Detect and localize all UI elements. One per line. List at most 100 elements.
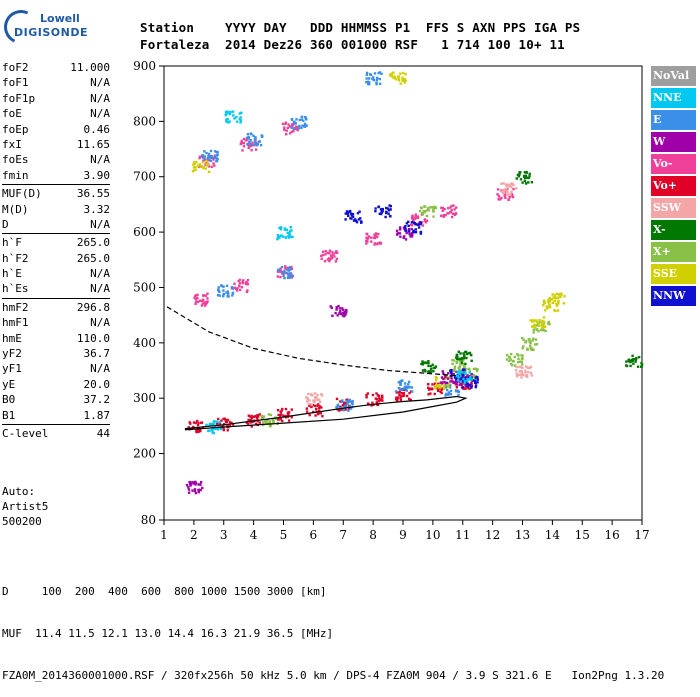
echo-point (449, 386, 452, 389)
echo-point (401, 71, 405, 75)
echo-point (202, 166, 205, 170)
echo-point (201, 426, 204, 429)
echo-point (537, 330, 540, 333)
echo-point (220, 419, 223, 422)
echo-point (444, 375, 447, 379)
echo-point (202, 156, 206, 160)
echo-point (453, 208, 456, 211)
echo-point (328, 252, 331, 255)
echo-point (408, 391, 411, 395)
echo-point (420, 221, 424, 224)
echo-point (222, 289, 225, 292)
echo-point (461, 382, 465, 385)
x-tick-label: 17 (634, 528, 649, 542)
echo-point (290, 229, 293, 232)
echo-point (427, 386, 430, 389)
echo-point (286, 268, 289, 272)
echo-point (519, 178, 523, 181)
echo-point (456, 360, 459, 363)
echo-point (212, 162, 215, 165)
x-tick-label: 5 (280, 528, 288, 542)
echo-point (209, 159, 213, 162)
echo-point (246, 133, 250, 136)
echo-point (291, 123, 295, 126)
echo-point (458, 357, 461, 361)
echo-point (450, 371, 453, 375)
echo-point (533, 325, 536, 329)
param-separator (2, 233, 110, 235)
echo-point (377, 205, 380, 209)
echo-point (260, 134, 263, 137)
echo-point (402, 392, 405, 395)
echo-point (441, 370, 444, 373)
echo-point (295, 118, 298, 121)
echo-point (439, 384, 442, 388)
echo-point (452, 204, 455, 207)
echo-point (286, 231, 289, 234)
echo-point (503, 194, 506, 197)
echo-point (506, 353, 509, 357)
echo-point (447, 391, 451, 394)
echo-point (640, 365, 643, 368)
echo-point (341, 314, 344, 317)
echo-point (625, 360, 628, 363)
echo-point (540, 328, 544, 332)
echo-point (365, 71, 369, 75)
echo-point (231, 292, 235, 295)
echo-point (455, 370, 458, 373)
echo-point (283, 276, 286, 280)
echo-point (399, 395, 403, 398)
echo-point (246, 142, 250, 145)
echo-point (245, 136, 249, 139)
echo-point (228, 420, 232, 424)
echo-point (248, 144, 251, 148)
echo-point (329, 254, 333, 257)
echo-point (505, 193, 509, 196)
echo-point (431, 363, 434, 366)
param-value: 265.0 (76, 251, 110, 265)
echo-point (541, 319, 544, 323)
echo-point (449, 206, 452, 209)
echo-point (334, 311, 337, 315)
echo-point (207, 170, 211, 173)
legend-item: SSW (651, 198, 696, 218)
legend-item: NoVal (651, 66, 696, 86)
echo-point (541, 326, 544, 329)
echo-point (308, 413, 311, 417)
echo-point (454, 378, 458, 381)
echo-point (336, 251, 339, 254)
echo-point (404, 238, 408, 241)
echo-point (507, 198, 510, 201)
echo-point (504, 196, 507, 200)
echo-point (458, 365, 462, 368)
echo-point (185, 484, 189, 487)
echo-point (287, 123, 290, 126)
echo-point (199, 488, 202, 492)
echo-point (365, 396, 368, 399)
echo-point (369, 73, 373, 77)
echo-point (343, 310, 346, 314)
echo-point (453, 376, 457, 379)
echo-point (218, 420, 222, 424)
echo-point (403, 382, 407, 385)
echo-point (427, 364, 430, 368)
echo-point (399, 235, 402, 238)
echo-point (315, 407, 318, 411)
echo-point (433, 382, 437, 385)
echo-point (470, 386, 473, 389)
echo-point (385, 211, 388, 215)
param-name: foEp (2, 122, 29, 136)
echo-point (287, 269, 291, 272)
echo-point (452, 373, 455, 376)
echo-point (442, 213, 445, 217)
echo-point (317, 403, 320, 407)
echo-point (213, 150, 217, 153)
echo-point (343, 313, 347, 316)
echo-point (194, 168, 197, 171)
param-name: h`E (2, 267, 22, 281)
echo-point (214, 427, 217, 430)
echo-point (260, 135, 264, 138)
echo-point (419, 221, 422, 224)
y-tick-label: 700 (133, 170, 156, 184)
param-name: yF2 (2, 347, 22, 361)
